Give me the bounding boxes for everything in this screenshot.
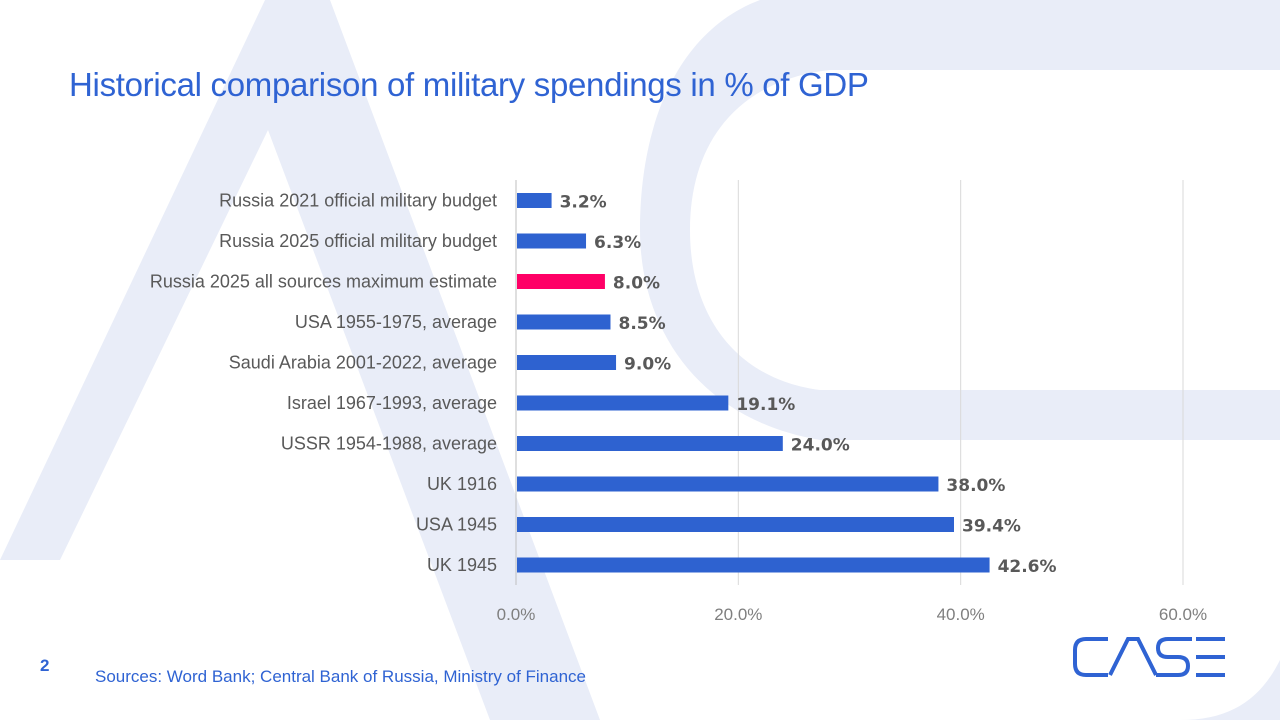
category-label: USA 1955-1975, average [295,312,497,332]
category-label: USSR 1954-1988, average [281,434,497,454]
category-label: UK 1916 [427,474,497,494]
x-tick-label: 60.0% [1159,605,1207,624]
bar [517,314,611,330]
data-label: 6.3% [594,233,641,253]
category-label: USA 1945 [416,515,497,535]
data-label: 39.4% [962,517,1021,537]
data-label: 9.0% [624,355,671,375]
data-label: 19.1% [736,395,795,415]
background-s-shape [640,0,1280,440]
bar [517,355,617,370]
x-tick-label: 40.0% [937,605,985,624]
page-number: 2 [40,656,50,675]
bar [517,193,552,208]
chart-title: Historical comparison of military spendi… [69,66,869,103]
category-label: Russia 2021 official military budget [219,191,497,211]
data-label: 42.6% [998,557,1057,577]
data-label: 3.2% [560,193,607,213]
bar [517,557,990,573]
background-a-shape [0,0,600,720]
data-label: 8.5% [618,314,665,334]
data-label: 24.0% [791,436,850,456]
data-label: 38.0% [946,476,1005,496]
bar [517,436,783,451]
bar [517,233,587,249]
case-logo [1073,637,1225,677]
category-label: Israel 1967-1993, average [287,393,497,413]
bar [517,476,939,492]
x-tick-label: 20.0% [714,605,762,624]
category-label: UK 1945 [427,555,497,575]
category-label: Saudi Arabia 2001-2022, average [229,353,497,373]
bar [517,517,954,532]
category-label: Russia 2025 all sources maximum estimate [150,272,497,292]
sources-note: Sources: Word Bank; Central Bank of Russ… [95,667,586,686]
bar-highlighted [517,274,605,289]
category-label: Russia 2025 official military budget [219,231,497,251]
bar [517,395,729,411]
data-label: 8.0% [613,274,660,294]
x-tick-label: 0.0% [497,605,536,624]
